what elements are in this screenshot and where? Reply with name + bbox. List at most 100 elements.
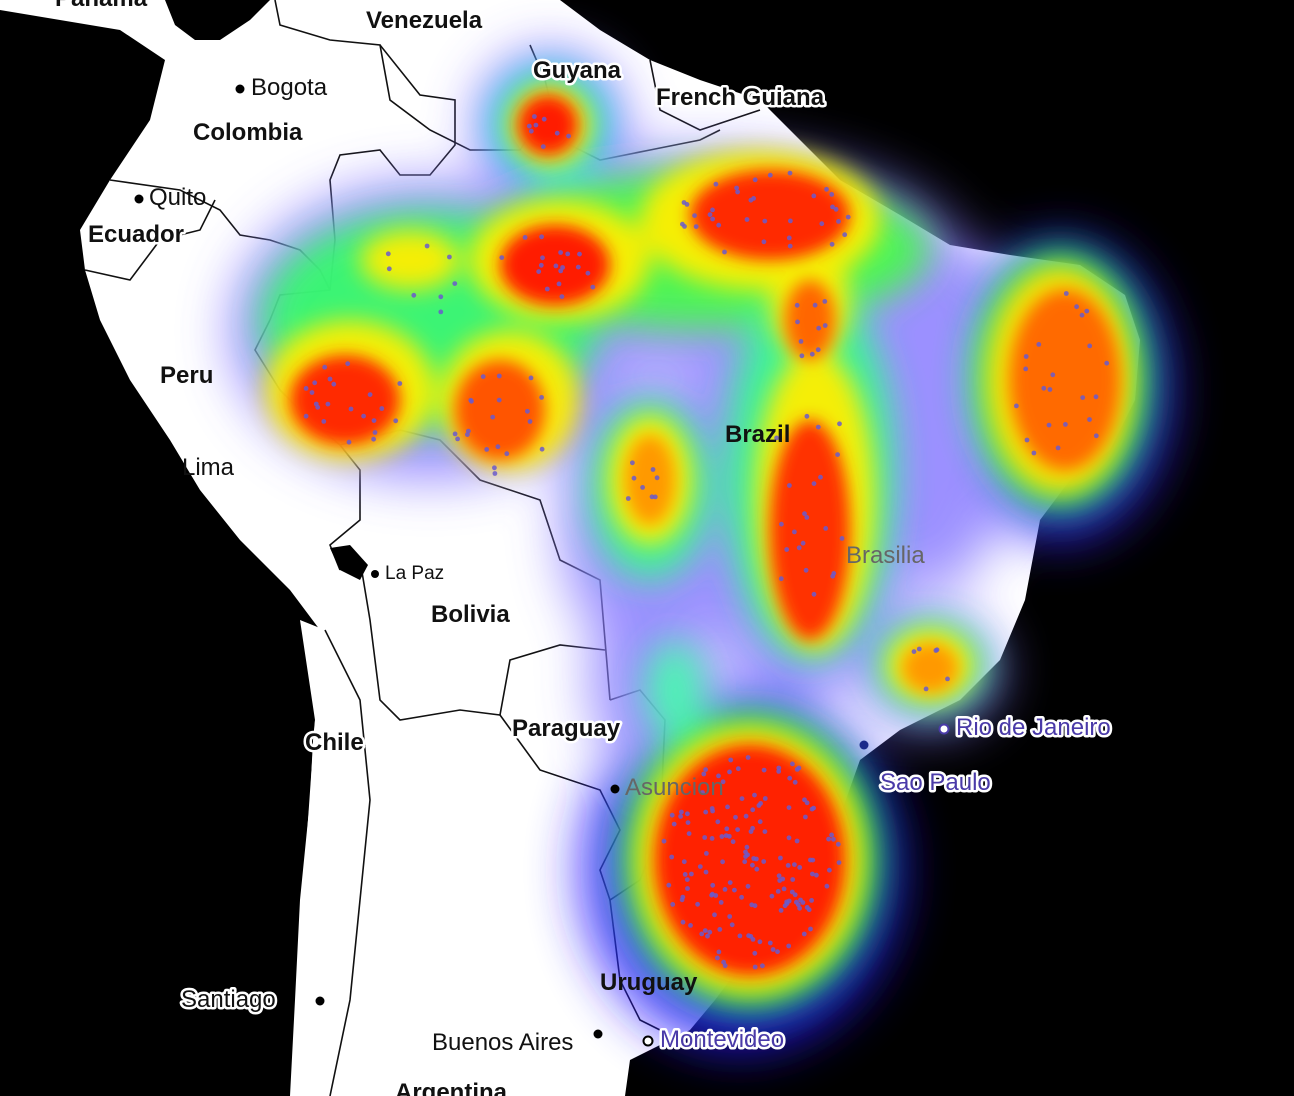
data-point [786,835,792,841]
data-point [722,249,727,255]
data-point [700,790,705,795]
data-point [804,413,810,419]
data-point [792,529,797,535]
data-point [735,766,741,772]
data-point [559,294,565,299]
data-point [809,898,814,903]
data-point [1041,385,1047,391]
data-point [1047,387,1053,392]
data-point [680,221,685,227]
data-point [760,963,765,969]
data-point [742,859,748,865]
data-point [778,576,784,582]
label-chile: Chile [305,729,364,756]
data-point [916,646,922,652]
data-point [685,811,690,817]
data-point [811,481,817,486]
data-point [761,767,767,773]
data-point [496,397,502,403]
data-point [923,686,929,692]
label-montevideo: Montevideo [660,1026,784,1053]
data-point [717,927,723,932]
data-point [484,447,490,452]
data-point [767,172,773,178]
data-point [411,292,417,298]
data-point [727,914,733,919]
data-point [811,193,817,199]
data-point [715,955,720,961]
data-point [744,217,750,222]
data-point [560,265,565,270]
data-point [794,838,800,844]
data-point [525,408,530,414]
data-point [540,255,545,261]
data-point [814,872,819,878]
data-point [527,419,533,424]
data-point [743,813,749,819]
data-point [540,144,546,150]
data-point [686,831,692,836]
data-point [786,805,792,810]
data-point [835,452,840,457]
data-point [666,882,672,888]
data-point [1093,433,1099,439]
data-point [762,829,768,834]
data-point [379,406,385,411]
data-point [713,181,719,187]
data-point [707,929,713,935]
data-point [1063,422,1068,427]
data-point [815,347,821,353]
data-point [541,116,547,122]
data-point [480,374,486,379]
data-point [703,809,709,815]
data-point [799,353,805,359]
data-point [933,648,939,653]
data-point [725,804,730,810]
data-point [385,251,391,257]
data-point [752,792,757,798]
data-point [689,871,694,877]
data-point [671,821,677,827]
data-point [558,250,563,255]
data-point [788,218,793,224]
data-point [539,234,544,240]
data-point [720,859,725,865]
data-point [703,767,708,772]
data-point [1023,366,1029,372]
data-point [830,204,835,210]
data-point [796,545,802,551]
data-point [1079,312,1085,318]
data-point [836,219,841,224]
data-point [670,902,676,907]
data-point [556,281,562,287]
data-point [727,880,733,885]
data-point [1046,422,1052,428]
data-point [911,649,917,654]
data-point [800,540,806,546]
data-point [685,820,691,825]
data-point [787,775,793,781]
data-point [727,769,732,775]
data-point [775,889,781,894]
data-point [705,933,710,939]
data-point [792,892,798,898]
data-point [312,380,318,386]
data-point [722,963,728,969]
data-point [762,796,768,801]
data-point [1093,394,1099,400]
data-point [801,931,807,937]
data-point [712,912,717,918]
data-point [751,196,756,201]
data-point [640,485,645,490]
data-point [528,128,534,134]
data-point [397,381,403,386]
data-point [794,302,800,308]
data-point [331,381,337,387]
label-brazil: Brazil [725,421,790,448]
data-point [842,232,848,238]
label-panama: Panama [55,0,148,12]
data-point [745,883,751,889]
data-point [739,894,744,900]
label-rio-de-janeiro: Rio de Janeiro [956,714,1111,741]
